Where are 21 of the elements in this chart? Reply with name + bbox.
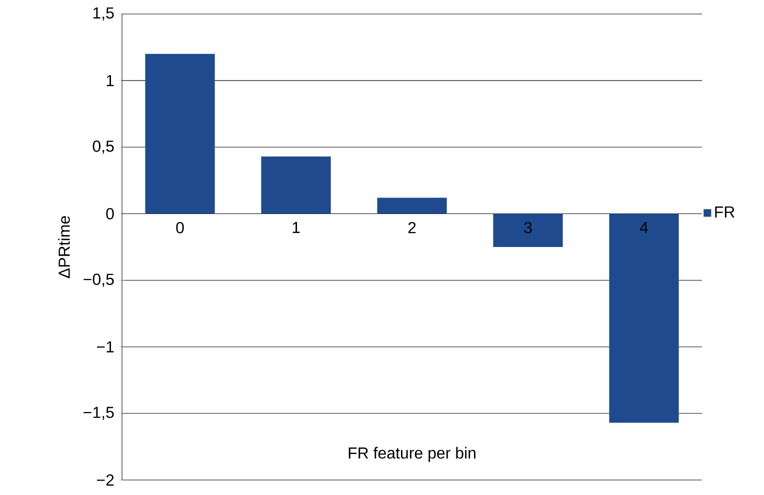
bar [261, 156, 331, 214]
x-tick-label: 4 [640, 222, 648, 233]
x-tick-label: 3 [524, 222, 532, 234]
legend-label: FR [715, 206, 734, 218]
y-tick-label: 0 [106, 208, 114, 220]
y-tick-label: −2 [97, 474, 114, 486]
x-tick-label: 2 [408, 222, 416, 234]
y-tick-label: 1 [106, 75, 114, 86]
bar [145, 54, 215, 214]
y-axis-title: ΔPRtime [58, 216, 70, 278]
bar [609, 214, 679, 423]
y-tick-label: −1,5 [84, 406, 114, 420]
x-tick-label: 1 [292, 222, 300, 233]
x-axis-title: FR feature per bin [348, 446, 476, 462]
y-tick-label: 0,5 [92, 140, 114, 154]
bar [377, 198, 447, 214]
y-tick-label: 1,5 [93, 7, 114, 21]
bar [493, 214, 563, 247]
x-tick-label: 0 [176, 222, 184, 234]
y-tick-label: −0,5 [84, 274, 114, 287]
y-tick-label: −1 [97, 341, 114, 352]
